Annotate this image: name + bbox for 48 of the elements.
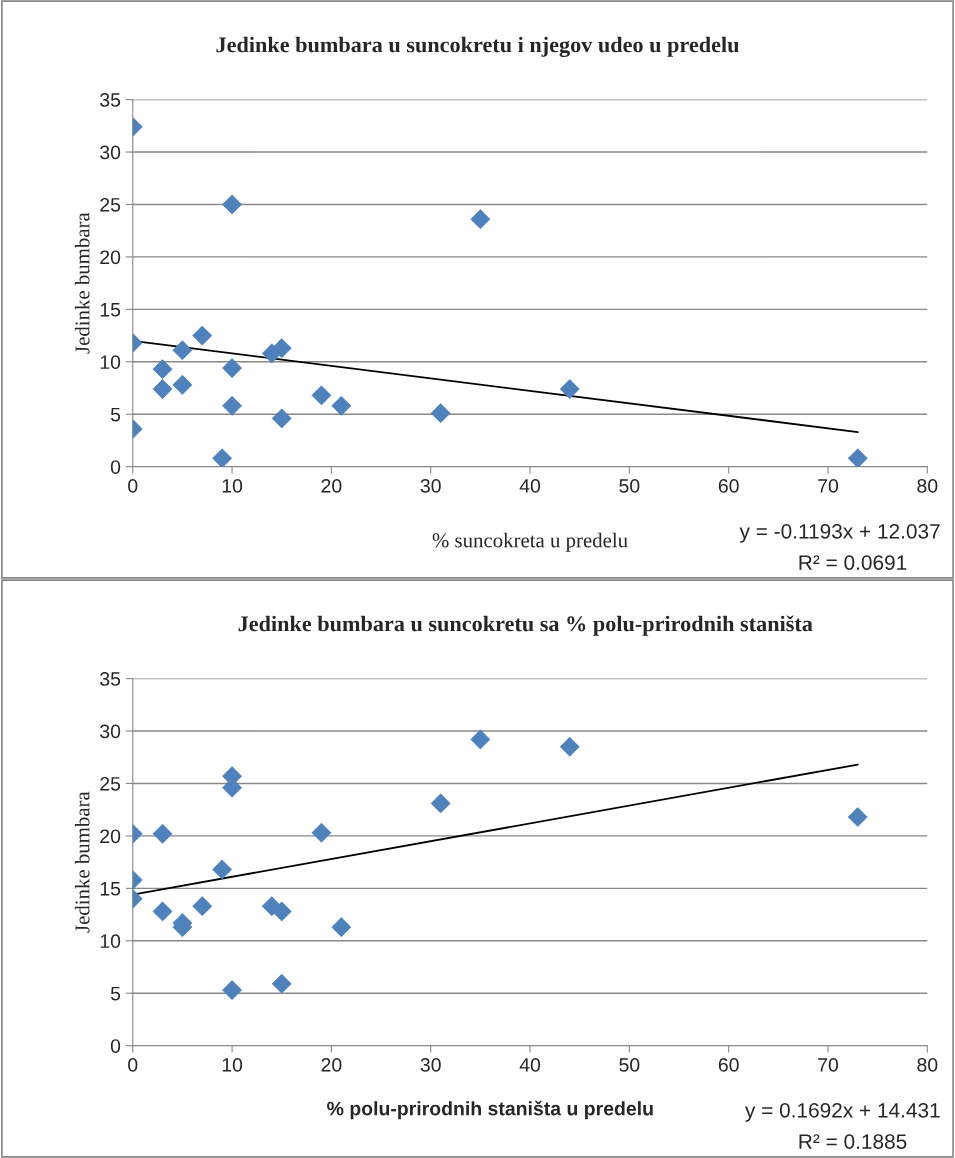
x-tick-label: 50 [619, 1057, 640, 1072]
text: y = 0.1692x + 14.431 [744, 1102, 940, 1122]
point [152, 379, 173, 399]
point [331, 917, 352, 938]
point [271, 973, 292, 994]
y-tick-label: 0 [110, 460, 121, 474]
y-axis-title: Jedinke bumbara [74, 212, 90, 354]
chart-title: Jedinke bumbara u suncokretu i njegov udeo u predelu [216, 36, 739, 58]
x-tick-label: 40 [519, 478, 541, 493]
x-tick-label: 70 [818, 1057, 839, 1072]
y-tick-label: 15 [100, 303, 121, 317]
y-tick-label: 30 [100, 145, 121, 160]
y-tick-label: 10 [100, 934, 121, 949]
x-tick-label: 10 [222, 478, 243, 493]
x-tick-label: 0 [128, 1057, 138, 1072]
x-tick-label: 10 [222, 1057, 243, 1072]
x-tick-label: 30 [420, 478, 441, 493]
y-tick-label: 20 [100, 250, 121, 265]
x-tick-label: 30 [420, 1057, 441, 1072]
text: y = -0.1193x + 12.037 [739, 523, 940, 543]
y-tick-label: 15 [100, 882, 121, 896]
x-tick-label: 60 [718, 1057, 739, 1072]
y-tick-label: 30 [100, 724, 121, 739]
y-tick-label: 5 [110, 407, 121, 422]
y-tick-label: 25 [100, 197, 121, 212]
x-tick-label: 60 [718, 478, 739, 493]
x-tick-label: 50 [619, 478, 640, 493]
x-tick-label: 40 [519, 1057, 541, 1072]
chart-title: Jedinke bumbara u suncokretu sa % polu-prirodnih staništa [238, 615, 813, 636]
y-tick-label: 25 [100, 776, 121, 791]
y-axis-title: Jedinke bumbara [74, 791, 90, 933]
x-axis-title: % polu-prirodnih staništa u predelu [327, 1100, 653, 1120]
y-tick-label: 10 [100, 355, 121, 370]
x-tick-label: 70 [818, 478, 839, 493]
x-tick-label: 20 [321, 478, 342, 493]
x-tick-label: 80 [917, 1057, 938, 1072]
y-tick-label: 20 [100, 829, 121, 844]
x-tick-label: 0 [128, 478, 138, 493]
y-tick-label: 0 [110, 1039, 121, 1053]
text: R² = 0.1885 [799, 1134, 907, 1149]
text: R² = 0.0691 [799, 555, 907, 570]
y-tick-label: 35 [100, 672, 121, 686]
x-tick-label: 80 [917, 478, 938, 493]
x-tick-label: 20 [321, 1057, 342, 1072]
y-tick-label: 5 [110, 986, 121, 1001]
y-tick-label: 35 [100, 93, 121, 107]
x-axis-title: % suncokreta u predelu [432, 532, 628, 552]
point [271, 901, 292, 922]
